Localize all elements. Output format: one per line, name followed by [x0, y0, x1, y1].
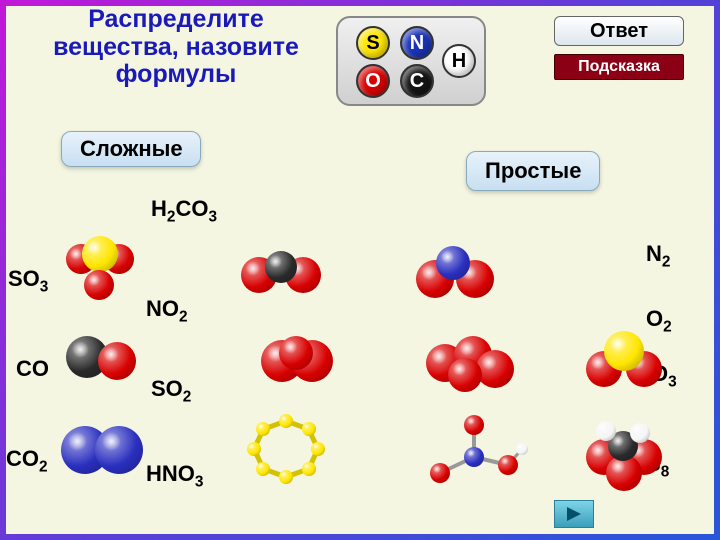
molecule[interactable] [236, 411, 336, 491]
play-icon [565, 506, 583, 522]
molecule[interactable] [586, 421, 686, 501]
hint-button[interactable]: Подсказка [554, 54, 684, 80]
atom-sphere [436, 246, 470, 280]
element-legend: SNH OC [336, 16, 486, 106]
instruction-title: Распределите вещества, назовите формулы [26, 6, 326, 89]
molecule[interactable] [66, 236, 166, 316]
atom-sphere [82, 236, 118, 272]
atom-sphere [302, 422, 316, 436]
molecule[interactable] [241, 251, 341, 331]
atom-sphere [464, 447, 484, 467]
atom-sphere [604, 331, 644, 371]
atom-sphere [448, 358, 482, 392]
legend-atom-o: O [356, 64, 390, 98]
formula-label: H2CO3 [151, 196, 217, 226]
molecule[interactable] [261, 336, 361, 416]
molecule[interactable] [66, 336, 166, 416]
formula-label: CO [16, 356, 49, 382]
next-button[interactable] [554, 500, 594, 528]
formula-label: CO2 [6, 446, 48, 476]
atom-sphere [247, 442, 261, 456]
atom-sphere [279, 336, 313, 370]
molecule[interactable] [586, 331, 686, 411]
atom-sphere [464, 415, 484, 435]
formula-label: SO3 [8, 266, 48, 296]
answer-button[interactable]: Ответ [554, 16, 684, 46]
atom-sphere [311, 442, 325, 456]
atom-sphere [95, 426, 143, 474]
category-complex: Сложные [61, 131, 201, 167]
molecule[interactable] [426, 336, 526, 416]
formula-label: N2 [646, 241, 670, 271]
atom-sphere [279, 470, 293, 484]
molecule[interactable] [416, 246, 516, 326]
legend-atom-s: S [356, 26, 390, 60]
molecule[interactable] [426, 421, 526, 501]
atom-sphere [265, 251, 297, 283]
legend-atom-n: N [400, 26, 434, 60]
atom-sphere [596, 421, 616, 441]
atom-sphere [630, 423, 650, 443]
atom-sphere [476, 350, 514, 388]
atom-sphere [279, 414, 293, 428]
atom-sphere [516, 443, 528, 455]
atom-sphere [302, 462, 316, 476]
atom-sphere [98, 342, 136, 380]
atom-sphere [498, 455, 518, 475]
legend-atom-c: C [400, 64, 434, 98]
atom-sphere [430, 463, 450, 483]
molecule[interactable] [61, 426, 161, 506]
category-simple: Простые [466, 151, 600, 191]
legend-atom-h: H [442, 44, 476, 78]
atom-sphere [84, 270, 114, 300]
